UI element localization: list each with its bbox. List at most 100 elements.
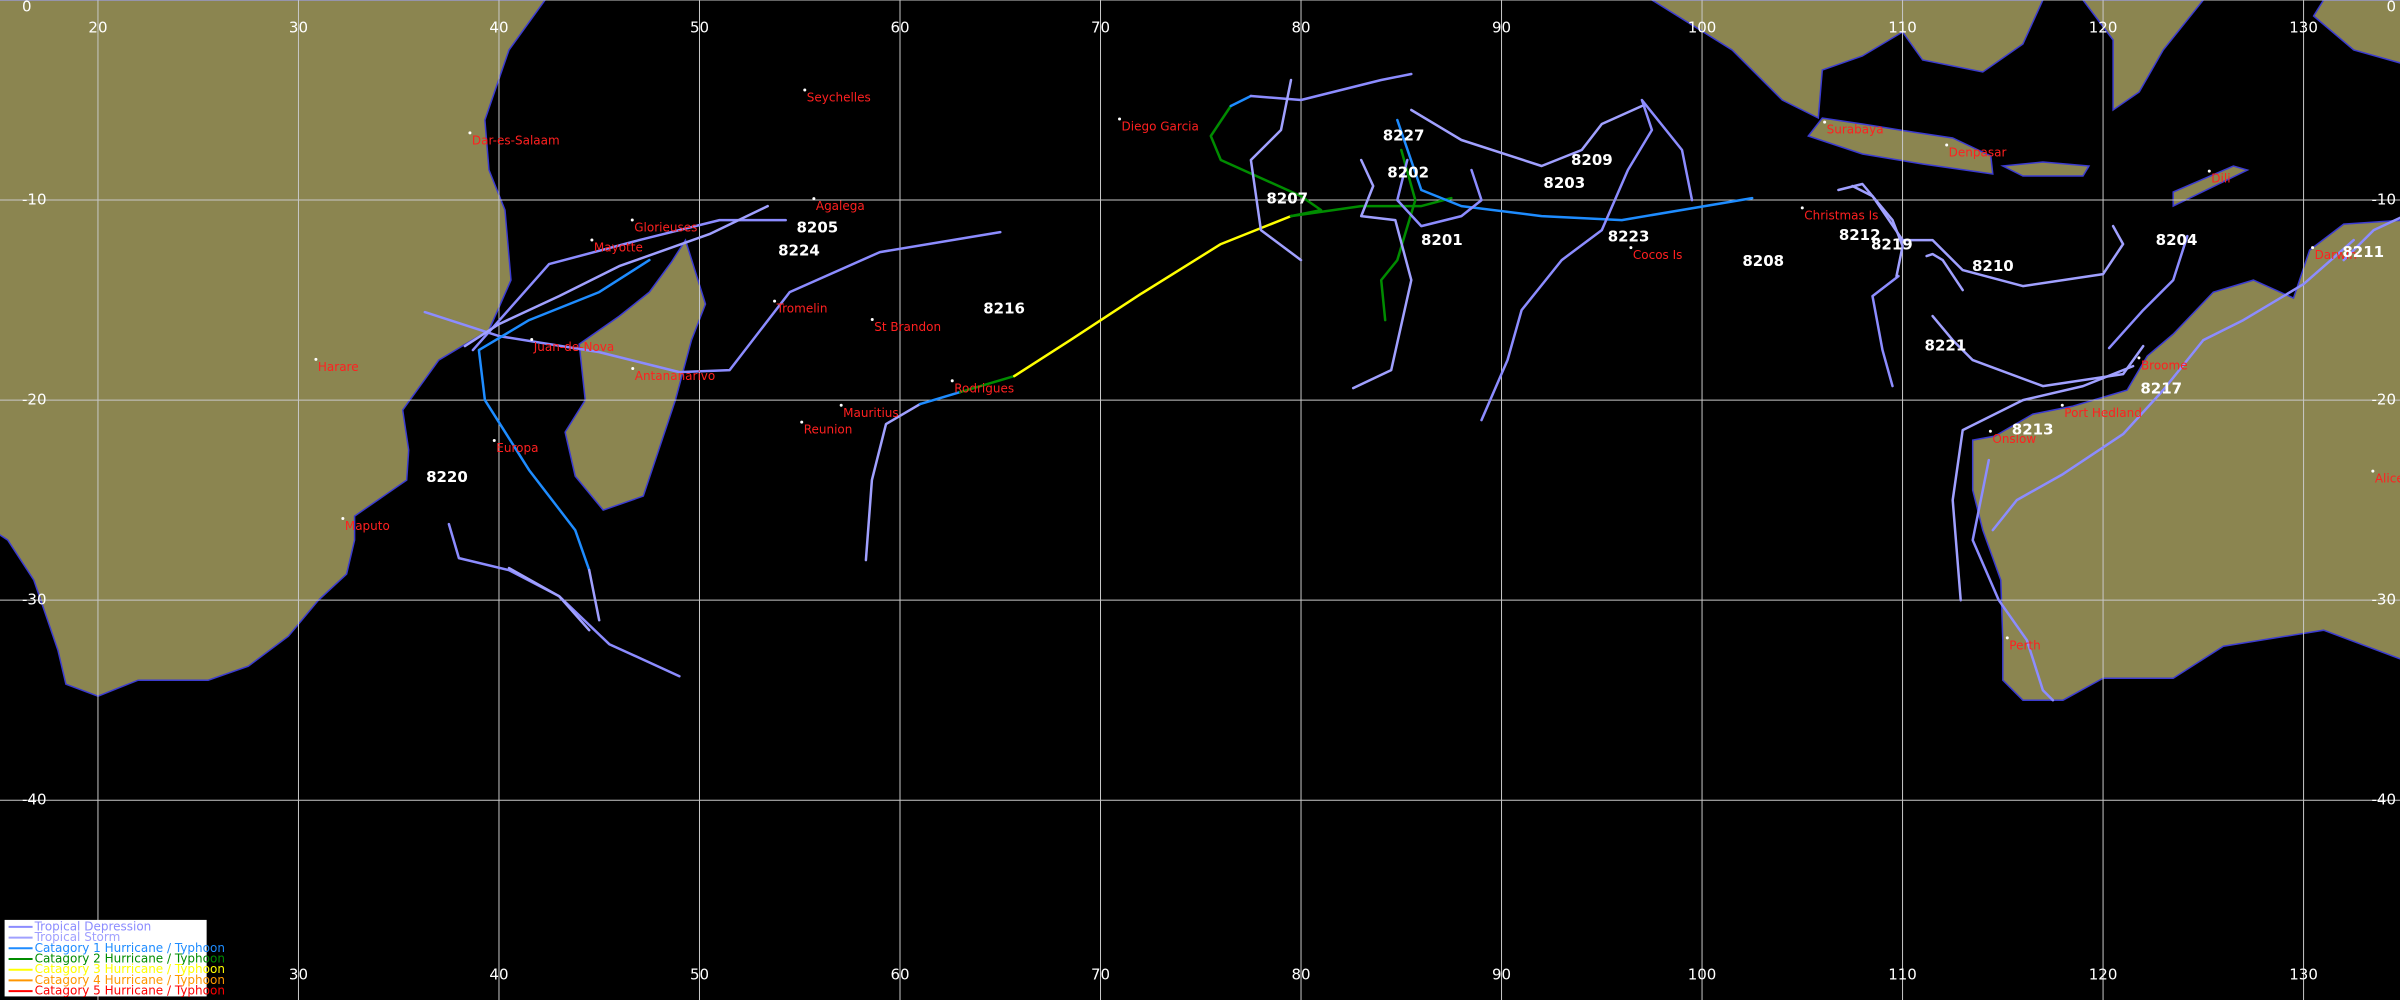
storm-id-label: 8207 xyxy=(1266,189,1308,207)
longitude-label: 20 xyxy=(88,19,107,37)
storm-track xyxy=(1396,118,1754,222)
storm-track xyxy=(864,402,922,562)
storm-track xyxy=(507,566,591,632)
legend-label: Tropical Depression xyxy=(34,919,152,933)
place-marker xyxy=(803,88,807,92)
storm-track xyxy=(1249,78,1303,262)
landmass xyxy=(1971,219,2400,701)
place-label: Dar-es-Salaam xyxy=(472,133,560,147)
place-label: Mauritius xyxy=(843,406,898,420)
longitude-label: 70 xyxy=(1091,966,1110,984)
longitude-label: 120 xyxy=(2089,966,2118,984)
landmass xyxy=(1650,0,2044,120)
place-label: Europa xyxy=(496,441,538,455)
landmass xyxy=(2312,0,2400,64)
storm-id-label: 8224 xyxy=(778,242,820,260)
landmass xyxy=(2000,161,2091,177)
storm-id-label: 8202 xyxy=(1387,163,1429,181)
storm-id-label: 8201 xyxy=(1421,231,1463,249)
longitude-label: 100 xyxy=(1688,966,1717,984)
place-marker xyxy=(341,517,345,521)
legend-label: Catagory 4 Hurricane / Typhoon xyxy=(35,973,225,987)
place-label: Tromelin xyxy=(776,302,828,316)
storm-id-label: 8216 xyxy=(983,300,1025,318)
longitude-label: 30 xyxy=(289,19,308,37)
place-label: Onslow xyxy=(1992,432,2036,446)
place-marker xyxy=(2311,246,2315,250)
legend-label: Catagory 5 Hurricane / Typhoon xyxy=(35,984,225,998)
place-marker xyxy=(530,337,534,341)
longitude-label: 70 xyxy=(1091,19,1110,37)
storm-id-label: 8208 xyxy=(1742,252,1784,270)
landmass xyxy=(564,238,707,511)
latitude-label: -40 xyxy=(22,791,47,809)
place-label: Christmas Is xyxy=(1804,208,1878,222)
place-marker xyxy=(631,367,635,371)
storm-track xyxy=(1925,252,1964,292)
storm-id-label: 8203 xyxy=(1543,174,1585,192)
storm-id-label: 8227 xyxy=(1383,127,1425,145)
place-marker xyxy=(1823,120,1827,124)
longitude-label: 100 xyxy=(1688,19,1717,37)
storm-track xyxy=(477,258,651,572)
latitude-label: -40 xyxy=(2372,791,2397,809)
land-layer xyxy=(0,0,2400,701)
legend-label: Tropical Storm xyxy=(34,930,121,944)
latitude-label: -20 xyxy=(2372,391,2397,409)
legend-label: Catagory 3 Hurricane / Typhoon xyxy=(35,962,225,976)
storm-track xyxy=(958,374,1016,394)
place-marker xyxy=(1945,143,1949,147)
place-marker xyxy=(630,218,634,222)
longitude-label: 130 xyxy=(2289,19,2318,37)
latitude-label: -30 xyxy=(2372,591,2397,609)
place-label: Antananarivo xyxy=(635,369,716,383)
longitude-label: 90 xyxy=(1492,966,1511,984)
storm-track xyxy=(1249,72,1413,102)
place-marker xyxy=(492,438,496,442)
longitude-label: 130 xyxy=(2289,966,2318,984)
place-label: Agalega xyxy=(816,199,865,213)
place-marker xyxy=(2005,636,2009,640)
legend-box xyxy=(4,919,207,997)
legend-label: Catagory 1 Hurricane / Typhoon xyxy=(35,941,225,955)
storm-id-label: 8219 xyxy=(1871,235,1913,253)
place-label: Mayotte xyxy=(594,240,643,254)
storm-track xyxy=(1480,98,1694,422)
storm-id-label: 8204 xyxy=(2156,231,2198,249)
place-marker xyxy=(1800,206,1804,210)
landmass xyxy=(2172,165,2250,208)
place-label: Reunion xyxy=(804,423,853,437)
storm-track xyxy=(587,568,601,622)
legend-label: Catagory 2 Hurricane / Typhoon xyxy=(35,951,225,965)
track-layer xyxy=(423,72,2400,702)
place-marker xyxy=(468,131,472,135)
longitude-label: 90 xyxy=(1492,19,1511,37)
place-label: Diego Garcia xyxy=(1122,120,1199,134)
longitude-label: 80 xyxy=(1291,966,1310,984)
storm-track xyxy=(463,204,769,348)
place-label: Seychelles xyxy=(807,90,871,104)
storm-track xyxy=(1851,184,2125,288)
place-marker xyxy=(2371,469,2375,473)
longitude-label: 60 xyxy=(890,966,909,984)
storm-track xyxy=(1379,148,1417,322)
place-label: Port Hedland xyxy=(2064,406,2142,420)
place-label: St Brandon xyxy=(874,320,941,334)
place-marker xyxy=(773,299,777,303)
place-label: Perth xyxy=(2009,638,2040,652)
latitude-label: -10 xyxy=(2372,191,2397,209)
landmass xyxy=(0,0,547,698)
place-label: Surabaya xyxy=(1827,123,1884,137)
longitude-label: 110 xyxy=(1888,19,1917,37)
storm-track xyxy=(1871,274,1900,388)
storm-track xyxy=(1991,238,2355,532)
storm-track xyxy=(918,390,962,406)
storm-track xyxy=(1351,158,1413,390)
longitude-label: 50 xyxy=(690,19,709,37)
longitude-label: 80 xyxy=(1291,19,1310,37)
storm-id-label: 8220 xyxy=(426,468,468,486)
storm-id-label: 8221 xyxy=(1925,336,1967,354)
